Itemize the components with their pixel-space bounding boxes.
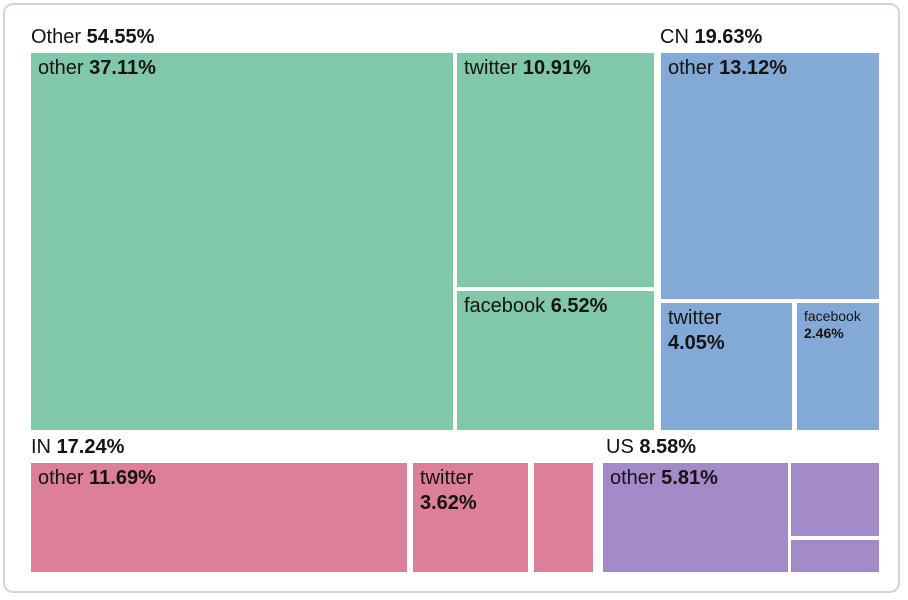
- cell-percent: 11.69%: [89, 467, 156, 489]
- group-percent: 17.24%: [56, 436, 125, 458]
- group-label: IN: [31, 436, 57, 458]
- cell-label: twitter: [420, 467, 474, 489]
- treemap-cell-in-other[interactable]: other 11.69%: [31, 463, 407, 572]
- cell-label: facebook: [804, 308, 861, 324]
- cell-percent: 2.46%: [804, 325, 844, 341]
- cell-percent: 6.52%: [550, 295, 608, 317]
- cell-label: twitter: [464, 57, 518, 79]
- cell-label: twitter: [668, 307, 722, 329]
- group-header-us: US 8.58%: [606, 435, 696, 459]
- group-header-in: IN 17.24%: [31, 435, 124, 459]
- cell-label: other: [38, 467, 84, 489]
- treemap-cell-us-unlabeled-2[interactable]: [791, 540, 879, 572]
- group-label: CN: [660, 26, 695, 48]
- cell-label: other: [38, 57, 84, 79]
- treemap-cell-other-twitter[interactable]: twitter 10.91%: [457, 53, 654, 287]
- group-label: US: [606, 436, 640, 458]
- cell-percent: 13.12%: [719, 57, 787, 79]
- treemap-cell-in-twitter[interactable]: twitter 3.62%: [413, 463, 528, 572]
- treemap-cell-us-other[interactable]: other 5.81%: [603, 463, 788, 572]
- treemap-cell-other-facebook[interactable]: facebook 6.52%: [457, 291, 654, 430]
- group-label: Other: [31, 26, 87, 48]
- cell-percent: 5.81%: [661, 467, 718, 489]
- cell-label: other: [610, 467, 656, 489]
- group-percent: 54.55%: [86, 26, 155, 48]
- cell-label: facebook: [464, 295, 546, 317]
- treemap-cell-other-other[interactable]: other 37.11%: [31, 53, 453, 430]
- treemap-cell-cn-twitter[interactable]: twitter 4.05%: [661, 303, 792, 430]
- treemap-cell-in-unlabeled-2[interactable]: [534, 463, 593, 572]
- cell-percent: 3.62%: [420, 492, 477, 514]
- treemap-cell-cn-facebook[interactable]: facebook 2.46%: [797, 303, 879, 430]
- cell-label: other: [668, 57, 714, 79]
- group-header-cn: CN 19.63%: [660, 25, 762, 49]
- treemap-cell-cn-other[interactable]: other 13.12%: [661, 53, 879, 299]
- group-percent: 8.58%: [639, 436, 697, 458]
- cell-percent: 37.11%: [89, 57, 156, 79]
- cell-percent: 10.91%: [522, 57, 591, 79]
- group-percent: 19.63%: [694, 26, 763, 48]
- group-header-other: Other 54.55%: [31, 25, 154, 49]
- cell-percent: 4.05%: [668, 332, 725, 354]
- treemap-cell-us-unlabeled-1[interactable]: [791, 463, 879, 536]
